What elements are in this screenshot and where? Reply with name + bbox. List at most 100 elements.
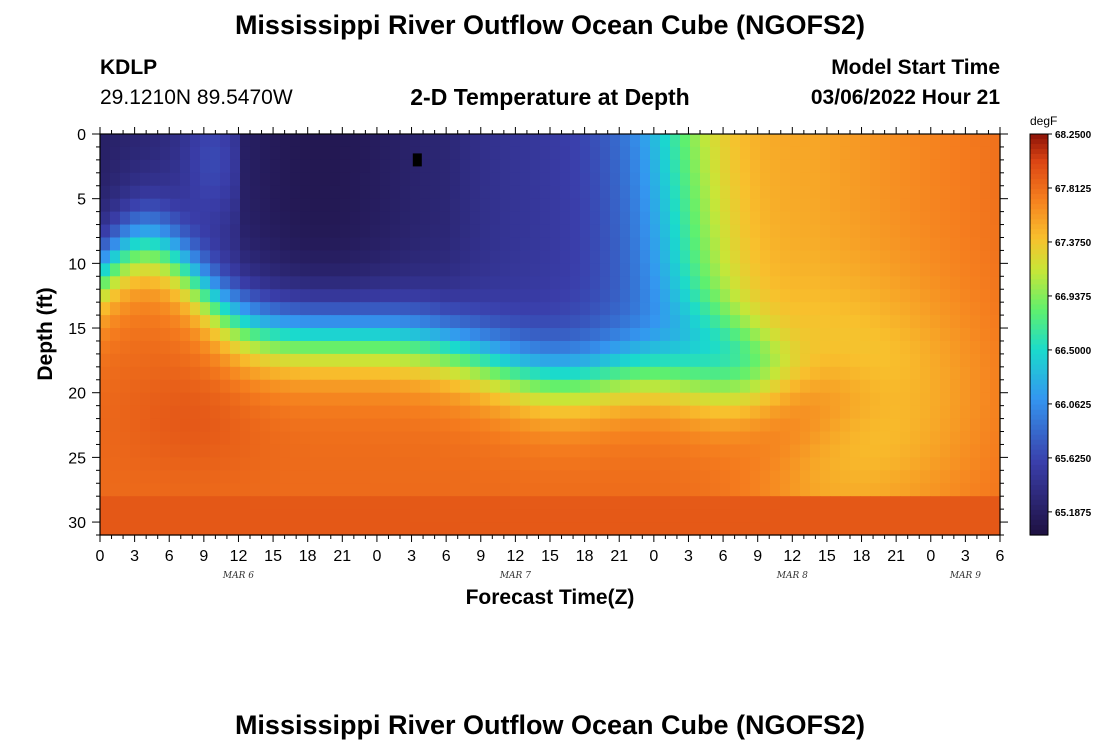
heatmap-cell bbox=[100, 250, 111, 264]
heatmap-cell bbox=[100, 340, 111, 355]
heatmap-cell bbox=[300, 444, 311, 458]
heatmap-cell bbox=[950, 405, 961, 420]
heatmap-cell bbox=[450, 289, 461, 303]
heatmap-cell bbox=[780, 431, 791, 446]
heatmap-cell bbox=[240, 366, 251, 381]
x-tick-label: 21 bbox=[333, 548, 351, 565]
heatmap-cell bbox=[930, 431, 941, 446]
heatmap-cell bbox=[770, 263, 781, 277]
heatmap-cell bbox=[190, 263, 201, 277]
heatmap-cell bbox=[720, 211, 731, 226]
heatmap-cell bbox=[820, 302, 831, 316]
heatmap-cell bbox=[780, 483, 791, 497]
heatmap-cell bbox=[250, 224, 261, 239]
x-tick-label: 15 bbox=[818, 548, 836, 565]
heatmap-cell bbox=[810, 172, 821, 187]
heatmap-cell bbox=[410, 328, 421, 342]
heatmap-cell bbox=[460, 237, 471, 252]
heatmap-cell bbox=[870, 470, 881, 484]
heatmap-cell bbox=[350, 431, 361, 446]
heatmap-cell bbox=[590, 276, 601, 290]
heatmap-cell bbox=[710, 172, 721, 187]
heatmap-cell bbox=[210, 276, 221, 290]
heatmap-cell bbox=[640, 211, 651, 226]
colorbar-segment bbox=[1030, 279, 1048, 285]
heatmap-cell bbox=[290, 470, 301, 484]
heatmap-cell bbox=[620, 198, 631, 213]
heatmap-cell bbox=[990, 302, 1001, 316]
heatmap-cell bbox=[440, 198, 451, 213]
station-coordinates: 29.1210N 89.5470W bbox=[100, 86, 293, 109]
heatmap-cell bbox=[560, 289, 571, 303]
heatmap-cell bbox=[390, 211, 401, 226]
heatmap-cell bbox=[950, 522, 961, 536]
heatmap-cell bbox=[210, 522, 221, 536]
heatmap-cell bbox=[680, 340, 691, 355]
heatmap-cell bbox=[910, 263, 921, 277]
heatmap-cell bbox=[180, 224, 191, 239]
heatmap-cell bbox=[520, 250, 531, 264]
heatmap-cell bbox=[610, 509, 621, 523]
heatmap-cell bbox=[390, 392, 401, 407]
heatmap-cell bbox=[460, 379, 471, 394]
heatmap-cell bbox=[240, 263, 251, 277]
x-tick-label: 6 bbox=[996, 548, 1005, 565]
heatmap-cell bbox=[980, 315, 991, 329]
heatmap-cell bbox=[740, 405, 751, 420]
heatmap-cell bbox=[370, 328, 381, 342]
colorbar-unit: degF bbox=[1030, 114, 1057, 128]
heatmap-cell bbox=[300, 250, 311, 264]
heatmap-cell bbox=[920, 237, 931, 252]
heatmap-cell bbox=[710, 224, 721, 239]
heatmap-cell bbox=[830, 315, 841, 329]
heatmap-cell bbox=[960, 444, 971, 458]
heatmap-cell bbox=[640, 302, 651, 316]
heatmap-cell bbox=[570, 483, 581, 497]
heatmap-cell bbox=[160, 172, 171, 187]
heatmap-cell bbox=[800, 185, 811, 200]
heatmap-cell bbox=[230, 379, 241, 394]
heatmap-cell bbox=[480, 340, 491, 355]
heatmap-cell bbox=[560, 379, 571, 394]
heatmap-cell bbox=[160, 496, 171, 510]
heatmap-cell bbox=[760, 483, 771, 497]
heatmap-cell bbox=[510, 146, 521, 161]
heatmap-cell bbox=[550, 366, 561, 381]
heatmap-cell bbox=[860, 405, 871, 420]
heatmap-cell bbox=[480, 470, 491, 484]
heatmap-cell bbox=[170, 328, 181, 342]
heatmap-cell bbox=[780, 250, 791, 264]
heatmap-cell bbox=[140, 263, 151, 277]
heatmap-cell bbox=[460, 185, 471, 200]
heatmap-cell bbox=[860, 224, 871, 239]
heatmap-cell bbox=[210, 379, 221, 394]
heatmap-cell bbox=[670, 211, 681, 226]
heatmap-cell bbox=[160, 522, 171, 536]
heatmap-cell bbox=[370, 224, 381, 239]
heatmap-cell bbox=[960, 224, 971, 239]
heatmap-cell bbox=[530, 159, 541, 174]
heatmap-cell bbox=[810, 457, 821, 471]
heatmap-cell bbox=[480, 302, 491, 316]
heatmap-cell bbox=[680, 379, 691, 394]
heatmap-cell bbox=[340, 405, 351, 420]
heatmap-cell bbox=[960, 146, 971, 161]
heatmap-cell bbox=[740, 172, 751, 187]
heatmap-cell bbox=[130, 470, 141, 484]
heatmap-cell bbox=[260, 224, 271, 239]
heatmap-cell bbox=[100, 366, 111, 381]
y-tick-label: 20 bbox=[68, 386, 86, 403]
heatmap-cell bbox=[830, 353, 841, 368]
heatmap-cell bbox=[730, 418, 741, 433]
heatmap-cell bbox=[760, 276, 771, 290]
heatmap-cell bbox=[480, 392, 491, 407]
heatmap-cell bbox=[190, 522, 201, 536]
heatmap-cell bbox=[710, 405, 721, 420]
heatmap-cell bbox=[480, 405, 491, 420]
heatmap-cell bbox=[620, 159, 631, 174]
heatmap-cell bbox=[660, 379, 671, 394]
heatmap-cell bbox=[290, 263, 301, 277]
heatmap-cell bbox=[170, 379, 181, 394]
heatmap-cell bbox=[160, 134, 171, 148]
heatmap-cell bbox=[520, 405, 531, 420]
